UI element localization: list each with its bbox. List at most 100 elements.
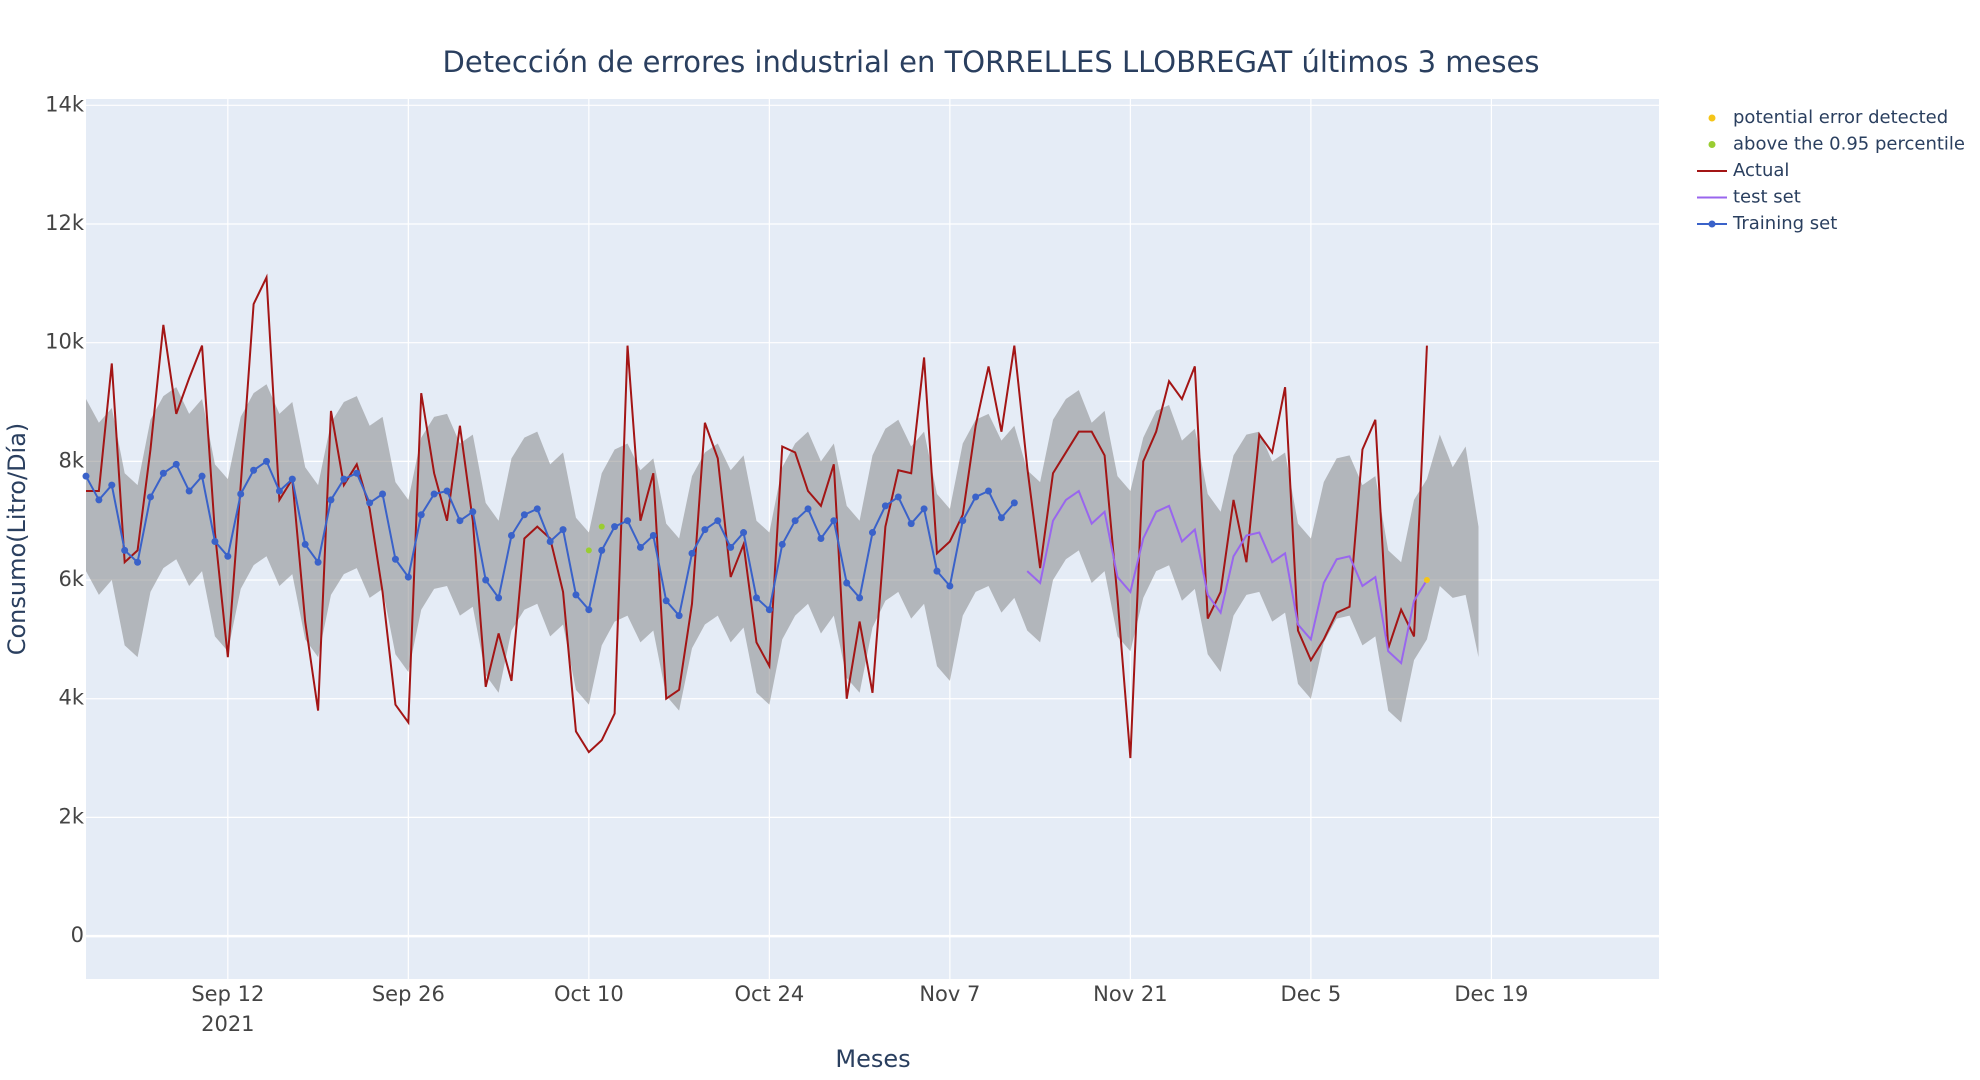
x-tick-label: Oct 10 (554, 982, 624, 1006)
series-point (727, 543, 735, 551)
x-tick-label: Nov 7 (919, 982, 980, 1006)
series-point (82, 472, 90, 480)
series-point (250, 466, 258, 474)
y-tick-label: 0 (71, 923, 84, 947)
y-axis-title: Consumo(Litro/Día) (3, 423, 31, 656)
y-tick-label: 12k (45, 211, 85, 235)
series-point (714, 517, 722, 525)
series-point (134, 558, 142, 566)
series-point (366, 499, 374, 507)
series-point (881, 502, 889, 510)
series-point (520, 511, 528, 519)
series-point (340, 475, 348, 483)
series-point (211, 537, 219, 545)
x-tick-label: Sep 26 (372, 982, 445, 1006)
series-point (1010, 499, 1018, 507)
series-point (624, 517, 632, 525)
series-point (585, 547, 592, 554)
series-line (86, 273, 1428, 759)
series-point (946, 582, 954, 590)
series-point (843, 579, 851, 587)
series-point (997, 514, 1005, 522)
series-point (675, 612, 683, 620)
y-tick-label: 6k (58, 567, 84, 591)
series-point (327, 496, 335, 504)
series-point (469, 508, 477, 516)
series-point (598, 523, 605, 530)
series-point (95, 496, 103, 504)
x-axis-title: Meses (835, 1045, 910, 1073)
y-tick-label: 2k (58, 804, 84, 828)
series-point (185, 487, 193, 495)
series-point (533, 505, 541, 513)
series-point (752, 594, 760, 602)
series-point (598, 546, 606, 554)
x-tick-label: Oct 24 (734, 982, 804, 1006)
series-point (959, 517, 967, 525)
series-point (121, 546, 129, 554)
series-point (920, 505, 928, 513)
series-point (1423, 577, 1430, 584)
series-point (430, 490, 438, 498)
series-point (288, 475, 296, 483)
x-tick-label: Sep 12 (191, 982, 264, 1006)
series-point (778, 540, 786, 548)
series-point (404, 573, 412, 581)
series-point (636, 543, 644, 551)
series-point (740, 529, 748, 537)
series-line (1026, 489, 1428, 666)
chart-title: Detección de errores industrial en TORRE… (443, 45, 1540, 79)
series-point (856, 594, 864, 602)
legend-label: Actual (1733, 160, 1789, 181)
series-point (933, 567, 941, 575)
series-point (701, 526, 709, 534)
y-tick-label: 10k (45, 330, 85, 354)
series-point (263, 457, 271, 465)
series-point (830, 517, 838, 525)
series-point (301, 540, 309, 548)
series-point (146, 493, 154, 501)
series-point (662, 597, 670, 605)
series-point (791, 517, 799, 525)
series-point (224, 552, 232, 560)
legend-label: test set (1733, 187, 1801, 208)
series-point (546, 537, 554, 545)
series-point (972, 493, 980, 501)
series-point (198, 472, 206, 480)
series-point (456, 517, 464, 525)
y-tick-label: 14k (45, 92, 85, 116)
y-tick-label: 8k (58, 448, 84, 472)
series-point (507, 532, 515, 540)
y-tick-label: 4k (58, 686, 84, 710)
series-point (688, 549, 696, 557)
legend-label: potential error detected (1733, 107, 1948, 128)
series-point (417, 511, 425, 519)
x-tick-sublabel: 2021 (201, 1012, 254, 1036)
x-tick-label: Dec 5 (1281, 982, 1342, 1006)
legend-label: above the 0.95 percentile (1733, 134, 1965, 155)
series-point (237, 490, 245, 498)
series-point (869, 529, 876, 537)
series-point (275, 487, 283, 495)
series-point (314, 558, 322, 566)
legend-marker (1708, 114, 1716, 122)
series-point (894, 493, 902, 501)
series-point (985, 487, 993, 495)
series-point (172, 460, 180, 468)
series-point (572, 591, 580, 599)
series-point (353, 469, 361, 477)
legend-marker (1708, 141, 1716, 148)
series-point (611, 523, 619, 531)
series-point (804, 505, 812, 513)
series-point (559, 526, 567, 534)
legend: potential error detected above the 0.95 p… (1697, 107, 1965, 234)
series-point (108, 481, 116, 489)
series-point (443, 487, 451, 495)
series-point (649, 532, 657, 540)
series-point (817, 534, 825, 542)
legend-marker (1708, 220, 1716, 228)
series-point (482, 576, 490, 584)
series-point (159, 469, 167, 477)
marks (82, 273, 1479, 759)
